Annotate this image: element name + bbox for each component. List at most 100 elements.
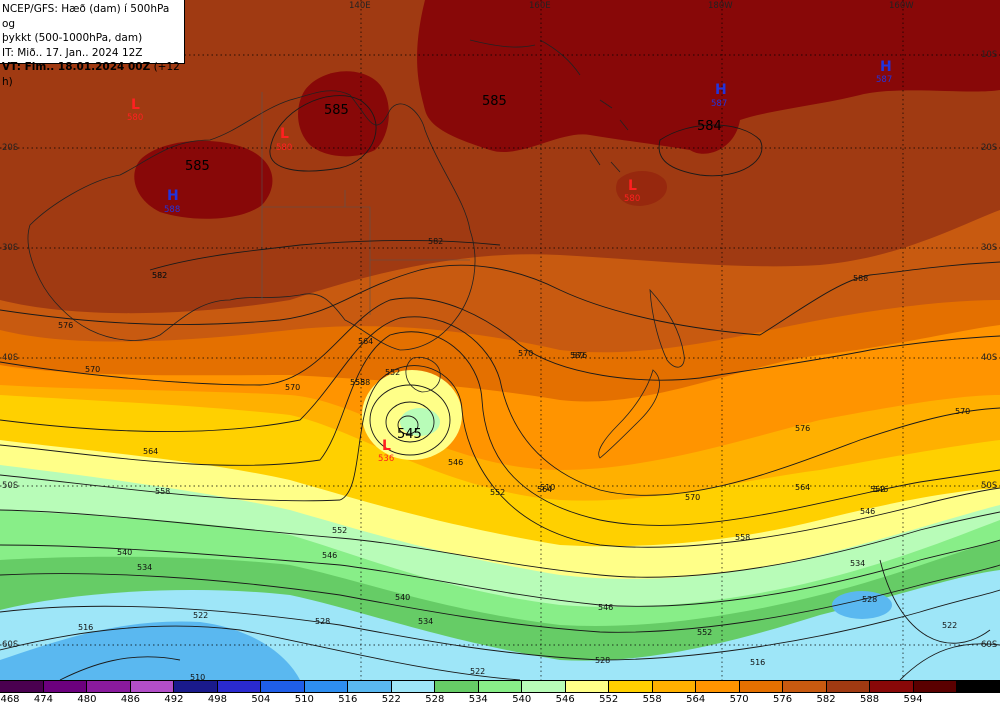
contour-label: 528 xyxy=(595,656,610,665)
low-marker: L xyxy=(131,97,140,113)
height-label: 584 xyxy=(697,119,722,134)
band-516-east xyxy=(832,591,892,619)
color-scale-label: 510 xyxy=(294,694,314,705)
contour-label: 540 xyxy=(117,548,132,557)
contour-label: 528 xyxy=(315,617,330,626)
contour-label: 528 xyxy=(862,595,877,604)
pressure-center-high: H 588 xyxy=(164,188,180,215)
band-588-australia-west xyxy=(134,140,273,219)
color-swatch xyxy=(391,681,436,692)
latitude-label: 50S xyxy=(981,481,998,491)
contour-label: 516 xyxy=(78,623,93,632)
contour-label: 582 xyxy=(428,237,443,246)
contour-label: 534 xyxy=(137,563,152,572)
low-marker: L xyxy=(382,438,391,454)
color-scale-label: 480 xyxy=(77,694,97,705)
latitude-label: 40S xyxy=(981,353,998,363)
color-scale-label: 588 xyxy=(860,694,880,705)
band-588-australia-north xyxy=(298,71,389,157)
color-swatch xyxy=(652,681,697,692)
low-marker: L xyxy=(628,178,637,194)
contour-label: 546 xyxy=(322,551,337,560)
latitude-label: 20S xyxy=(981,143,998,153)
color-scale-label: 498 xyxy=(207,694,227,705)
color-swatch xyxy=(435,681,479,692)
color-scale-label: 564 xyxy=(686,694,706,705)
band-540-core2 xyxy=(400,408,440,436)
contour-label: 534 xyxy=(850,559,865,568)
height-label: 585 xyxy=(324,103,349,118)
high-value: 588 xyxy=(164,205,180,215)
color-swatch xyxy=(43,681,88,692)
contour-label: 546 xyxy=(873,485,888,494)
contour-label: 564 xyxy=(537,485,552,494)
info-valid-time-row: VT: Fim.. 18.01.2024 00Z (+12 h) xyxy=(2,60,184,89)
color-scale-bar xyxy=(0,680,1000,693)
color-scale-label: 492 xyxy=(164,694,184,705)
color-scale-labels: 468 474 480 486 492 498 504 510 516 522 528 534 540 5… xyxy=(0,694,1000,709)
contour-label: 570 xyxy=(518,349,533,358)
contour-label: 522 xyxy=(942,621,957,630)
color-swatch xyxy=(217,681,262,692)
color-scale-label: 534 xyxy=(468,694,488,705)
high-value: 587 xyxy=(711,99,727,109)
color-scale-label: 594 xyxy=(903,694,923,705)
contour-label: 552 xyxy=(697,628,712,637)
contour-label: 564 xyxy=(358,337,373,346)
contour-label: 546 xyxy=(598,603,613,612)
contour-label: 558 xyxy=(735,533,750,542)
contour-labels: 582 582 576 570 570 564 558 552 546 540 … xyxy=(58,237,970,680)
color-swatch xyxy=(304,681,349,692)
latitude-label: 60S xyxy=(2,640,19,650)
color-scale-label: 468 xyxy=(0,694,20,705)
color-scale-label: 504 xyxy=(251,694,271,705)
contour-label: 582 xyxy=(152,271,167,280)
high-value: 587 xyxy=(876,75,892,85)
color-swatch xyxy=(739,681,784,692)
color-swatch xyxy=(696,681,740,692)
contour-label: 546 xyxy=(448,458,463,467)
color-swatch xyxy=(870,681,914,692)
color-swatch xyxy=(348,681,392,692)
contour-label: 552 xyxy=(385,368,400,377)
color-scale-label: 546 xyxy=(555,694,575,705)
color-scale-label: 486 xyxy=(120,694,140,705)
contour-label: 552 xyxy=(490,488,505,497)
color-swatch xyxy=(783,681,827,692)
low-value: 580 xyxy=(276,143,292,153)
color-scale-label: 558 xyxy=(642,694,662,705)
contour-label: 558 xyxy=(350,378,365,387)
contour-label: 564 xyxy=(143,447,158,456)
longitude-label: 160W xyxy=(889,1,914,11)
state-borders xyxy=(261,92,470,315)
info-title-line: NCEP/GFS: Hæð (dam) í 500hPa og xyxy=(2,3,170,30)
height-contours xyxy=(0,95,1000,680)
contour-label: 558 xyxy=(355,378,370,387)
color-scale-label: 576 xyxy=(773,694,793,705)
color-swatch xyxy=(957,681,1000,692)
map-info-box: NCEP/GFS: Hæð (dam) í 500hPa og þykkt (5… xyxy=(0,0,185,88)
contour-label: 570 xyxy=(685,493,700,502)
color-swatch xyxy=(565,681,610,692)
contour-label: 552 xyxy=(332,526,347,535)
info-forecast-hour: (+12 h) xyxy=(2,61,180,88)
color-scale-label: 522 xyxy=(381,694,401,705)
color-swatch xyxy=(826,681,871,692)
contour-label: 510 xyxy=(540,483,555,492)
contour-label: 588 xyxy=(853,274,868,283)
color-scale-label: 582 xyxy=(816,694,836,705)
latitude-label: 30S xyxy=(2,243,19,253)
pressure-center-high: H 587 xyxy=(876,59,892,85)
color-scale-label: 516 xyxy=(338,694,358,705)
band-588-pacific xyxy=(417,0,1000,154)
weather-map: 582 582 576 570 570 564 558 552 546 540 … xyxy=(0,0,1000,680)
pressure-center-low: L 580 xyxy=(624,178,640,204)
contour-label: 570 xyxy=(285,383,300,392)
color-swatch xyxy=(478,681,523,692)
contour-label: 558 xyxy=(155,487,170,496)
color-swatch xyxy=(87,681,131,692)
color-swatch xyxy=(130,681,175,692)
contour-label: 570 xyxy=(955,407,970,416)
contour-label: 516 xyxy=(750,658,765,667)
color-swatch xyxy=(0,681,44,692)
